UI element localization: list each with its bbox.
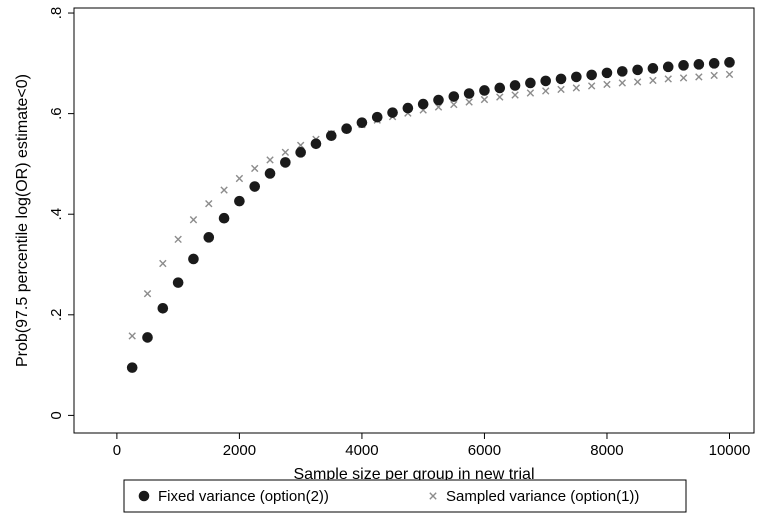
data-point-circle (188, 253, 199, 265)
data-point-circle (371, 111, 383, 123)
data-point-cross (434, 103, 443, 111)
x-axis-title: Sample size per group in new trial (293, 466, 534, 483)
data-point-cross (710, 71, 718, 80)
legend: Fixed variance (option(2)) Sampled varian… (123, 479, 687, 513)
legend-marker-circle (138, 490, 150, 502)
y-axis: 0 .2 .4 .6 .8 (48, 7, 74, 420)
data-point-cross (496, 93, 504, 101)
data-point-circle (724, 57, 735, 68)
legend-box (123, 479, 687, 513)
data-point-cross (618, 79, 626, 87)
data-point-cross (174, 235, 182, 244)
data-point-circle (280, 157, 291, 168)
data-point-cross (526, 89, 535, 97)
x-tick-label: 10000 (709, 442, 751, 459)
x-tick-label: 0 (113, 442, 121, 459)
legend-label-sampled: Sampled variance (option(1)) (446, 488, 639, 505)
data-point-circle (616, 66, 628, 77)
plot-frame (73, 7, 755, 434)
x-tick-label: 6000 (468, 442, 501, 459)
data-point-circle (433, 94, 444, 106)
series-fixed-variance (126, 57, 735, 373)
data-point-circle (479, 85, 490, 96)
data-point-cross (296, 141, 305, 150)
data-point-cross (542, 87, 550, 95)
data-point-circle (632, 64, 643, 76)
data-point-circle (417, 98, 429, 110)
y-tick-label: .6 (48, 107, 65, 120)
data-point-cross (725, 70, 734, 79)
data-point-circle (494, 82, 506, 94)
data-point-cross (235, 174, 244, 183)
data-point-circle (662, 61, 674, 73)
data-point-cross (205, 199, 213, 208)
data-point-cross (220, 186, 228, 194)
data-point-cross (189, 216, 198, 224)
x-axis: 0 2000 4000 6000 8000 10000 (113, 433, 751, 459)
data-point-circle (601, 67, 613, 79)
data-point-circle (463, 88, 475, 99)
data-point-circle (157, 302, 169, 314)
data-point-circle (218, 212, 230, 224)
data-point-cross (695, 73, 703, 81)
data-point-circle (693, 59, 705, 70)
data-point-circle (678, 60, 689, 71)
y-tick-label: 0 (48, 411, 65, 419)
data-point-circle (540, 75, 552, 87)
data-point-circle (172, 277, 184, 288)
data-point-circle (525, 77, 536, 89)
data-point-cross (450, 100, 458, 109)
series-layer (126, 57, 735, 373)
data-point-circle (295, 147, 306, 158)
legend-marker-cross (429, 492, 437, 500)
data-point-cross (465, 98, 473, 106)
data-point-circle (387, 107, 398, 118)
data-point-cross (159, 259, 167, 268)
data-point-circle (203, 232, 215, 243)
x-tick-label: 8000 (590, 442, 623, 459)
data-point-cross (603, 80, 611, 89)
data-point-circle (708, 58, 720, 69)
data-point-cross (587, 82, 596, 90)
data-point-cross (511, 91, 519, 99)
data-point-circle (264, 168, 276, 179)
plot-area (73, 7, 755, 434)
y-tick-label: .8 (48, 7, 65, 20)
data-point-circle (341, 123, 352, 135)
data-point-cross (251, 164, 259, 173)
y-axis-title: Prob(97.5 percentile log(OR) estimate<0) (14, 74, 31, 367)
data-point-cross (480, 95, 489, 104)
series-sampled-variance (128, 70, 734, 340)
data-point-cross (266, 156, 274, 164)
data-point-circle (555, 73, 567, 85)
data-point-circle (586, 69, 597, 81)
data-point-circle (142, 332, 153, 343)
data-point-circle (325, 130, 337, 142)
data-point-cross (281, 148, 290, 157)
data-point-circle (509, 80, 521, 91)
legend-label-fixed: Fixed variance (option(2)) (158, 488, 329, 505)
x-tick-label: 2000 (223, 442, 256, 459)
data-point-circle (126, 362, 138, 373)
data-point-circle (402, 102, 414, 114)
x-tick-label: 4000 (345, 442, 378, 459)
data-point-cross (143, 289, 152, 298)
data-point-cross (664, 75, 672, 83)
data-point-cross (633, 78, 642, 86)
data-point-circle (647, 63, 659, 74)
data-point-cross (679, 74, 688, 82)
data-point-circle (310, 138, 322, 150)
data-point-cross (557, 85, 565, 94)
data-point-cross (128, 332, 136, 340)
data-point-cross (649, 76, 657, 85)
y-tick-label: .4 (48, 208, 65, 221)
data-point-cross (572, 84, 581, 92)
data-point-circle (571, 71, 582, 83)
data-point-circle (249, 181, 261, 192)
data-point-circle (234, 195, 245, 207)
data-point-circle (448, 91, 460, 102)
data-point-circle (356, 117, 368, 128)
y-tick-label: .2 (48, 309, 65, 322)
